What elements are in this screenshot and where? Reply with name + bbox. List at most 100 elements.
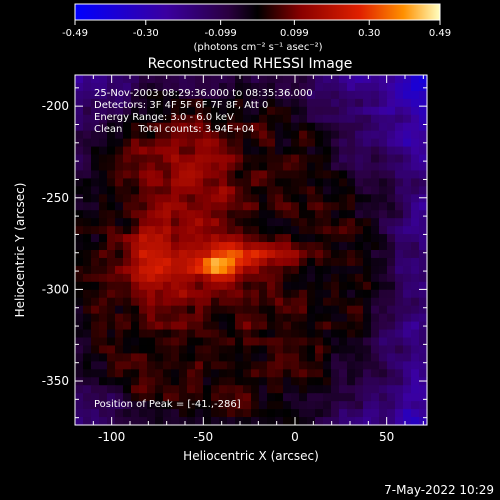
heatmap-cell: [299, 114, 308, 124]
heatmap-cell: [355, 321, 364, 331]
heatmap-cell: [147, 377, 156, 386]
heatmap-cell: [115, 178, 124, 187]
heatmap-cell: [131, 297, 140, 307]
heatmap-cell: [379, 305, 388, 315]
heatmap-cell: [403, 337, 412, 347]
heatmap-cell: [171, 218, 180, 227]
heatmap-cell: [195, 321, 204, 331]
heatmap-cell: [403, 194, 412, 203]
heatmap-cell: [115, 194, 124, 203]
heatmap-cell: [115, 353, 124, 362]
heatmap-cell: [139, 321, 148, 331]
heatmap-cell: [347, 194, 356, 203]
heatmap-cell: [203, 321, 212, 331]
heatmap-cell: [315, 337, 324, 347]
heatmap-cell: [195, 401, 204, 410]
heatmap-cell: [147, 218, 156, 227]
heatmap-cell: [315, 289, 324, 299]
heatmap-cell: [275, 162, 284, 172]
heatmap-cell: [123, 250, 132, 259]
heatmap-cell: [83, 281, 92, 291]
heatmap-cell: [347, 281, 356, 291]
heatmap-cell: [179, 114, 188, 124]
heatmap-cell: [299, 170, 308, 180]
heatmap-cell: [211, 98, 220, 108]
x-tick-label: 50: [379, 430, 394, 444]
heatmap-cell: [259, 289, 268, 299]
heatmap-cell: [211, 170, 220, 180]
heatmap-cell: [291, 369, 300, 378]
heatmap-cell: [107, 130, 116, 140]
heatmap-cell: [179, 305, 188, 315]
heatmap-cell: [203, 289, 212, 299]
heatmap-cell: [235, 369, 244, 378]
heatmap-cell: [395, 226, 404, 235]
heatmap-cell: [219, 138, 228, 148]
heatmap-cell: [403, 130, 412, 140]
heatmap-cell: [387, 98, 396, 108]
heatmap-cell: [403, 138, 412, 148]
heatmap-cell: [307, 218, 316, 227]
heatmap-cell: [291, 409, 300, 418]
heatmap-cell: [147, 289, 156, 299]
heatmap-cell: [235, 242, 244, 251]
heatmap-cell: [115, 401, 124, 410]
heatmap-cell: [323, 329, 332, 339]
heatmap-cell: [251, 377, 260, 386]
heatmap-cell: [419, 226, 428, 235]
heatmap-cell: [123, 281, 132, 291]
heatmap-cell: [307, 393, 316, 402]
heatmap-cell: [251, 75, 260, 84]
heatmap-cell: [395, 393, 404, 402]
heatmap-cell: [163, 409, 172, 418]
heatmap-cell: [203, 170, 212, 180]
heatmap-cell: [195, 409, 204, 418]
heatmap-cell: [83, 265, 92, 275]
heatmap-cell: [363, 321, 372, 331]
heatmap-cell: [275, 393, 284, 402]
heatmap-cell: [267, 401, 276, 410]
heatmap-cell: [387, 305, 396, 315]
heatmap-cell: [355, 210, 364, 219]
heatmap-cell: [355, 361, 364, 370]
heatmap-cell: [107, 265, 116, 275]
annotation-line-2: Detectors: 3F 4F 5F 6F 7F 8F, Att 0: [94, 100, 268, 111]
heatmap-cell: [251, 202, 260, 211]
heatmap-cell: [155, 98, 164, 108]
heatmap-cell: [139, 194, 148, 203]
heatmap-cell: [283, 393, 292, 402]
heatmap-cell: [163, 170, 172, 180]
heatmap-cell: [251, 226, 260, 235]
heatmap-cell: [75, 170, 84, 180]
heatmap-cell: [91, 82, 100, 92]
heatmap-cell: [339, 353, 348, 362]
heatmap-cell: [171, 138, 180, 148]
heatmap-cell: [171, 289, 180, 299]
heatmap-cell: [211, 345, 220, 355]
heatmap-cell: [251, 281, 260, 291]
heatmap-cell: [83, 170, 92, 180]
heatmap-cell: [331, 82, 340, 92]
heatmap-cell: [379, 250, 388, 259]
heatmap-cell: [347, 265, 356, 275]
heatmap-cell: [155, 130, 164, 140]
heatmap-cell: [243, 393, 252, 402]
heatmap-cell: [347, 385, 356, 394]
chart-title: Reconstructed RHESSI Image: [148, 56, 353, 72]
heatmap-cell: [115, 369, 124, 378]
heatmap-cell: [395, 337, 404, 347]
heatmap-cell: [307, 122, 316, 132]
heatmap-cell: [339, 393, 348, 402]
heatmap-cell: [131, 257, 140, 267]
heatmap-cell: [139, 265, 148, 275]
heatmap-cell: [219, 409, 228, 418]
heatmap-cell: [75, 401, 84, 410]
heatmap-cell: [235, 114, 244, 124]
heatmap-cell: [211, 106, 220, 116]
heatmap-cell: [99, 75, 108, 84]
heatmap-cell: [123, 401, 132, 410]
heatmap-cell: [131, 369, 140, 378]
heatmap-cell: [379, 218, 388, 227]
heatmap-cell: [235, 257, 244, 267]
heatmap-cell: [123, 353, 132, 362]
